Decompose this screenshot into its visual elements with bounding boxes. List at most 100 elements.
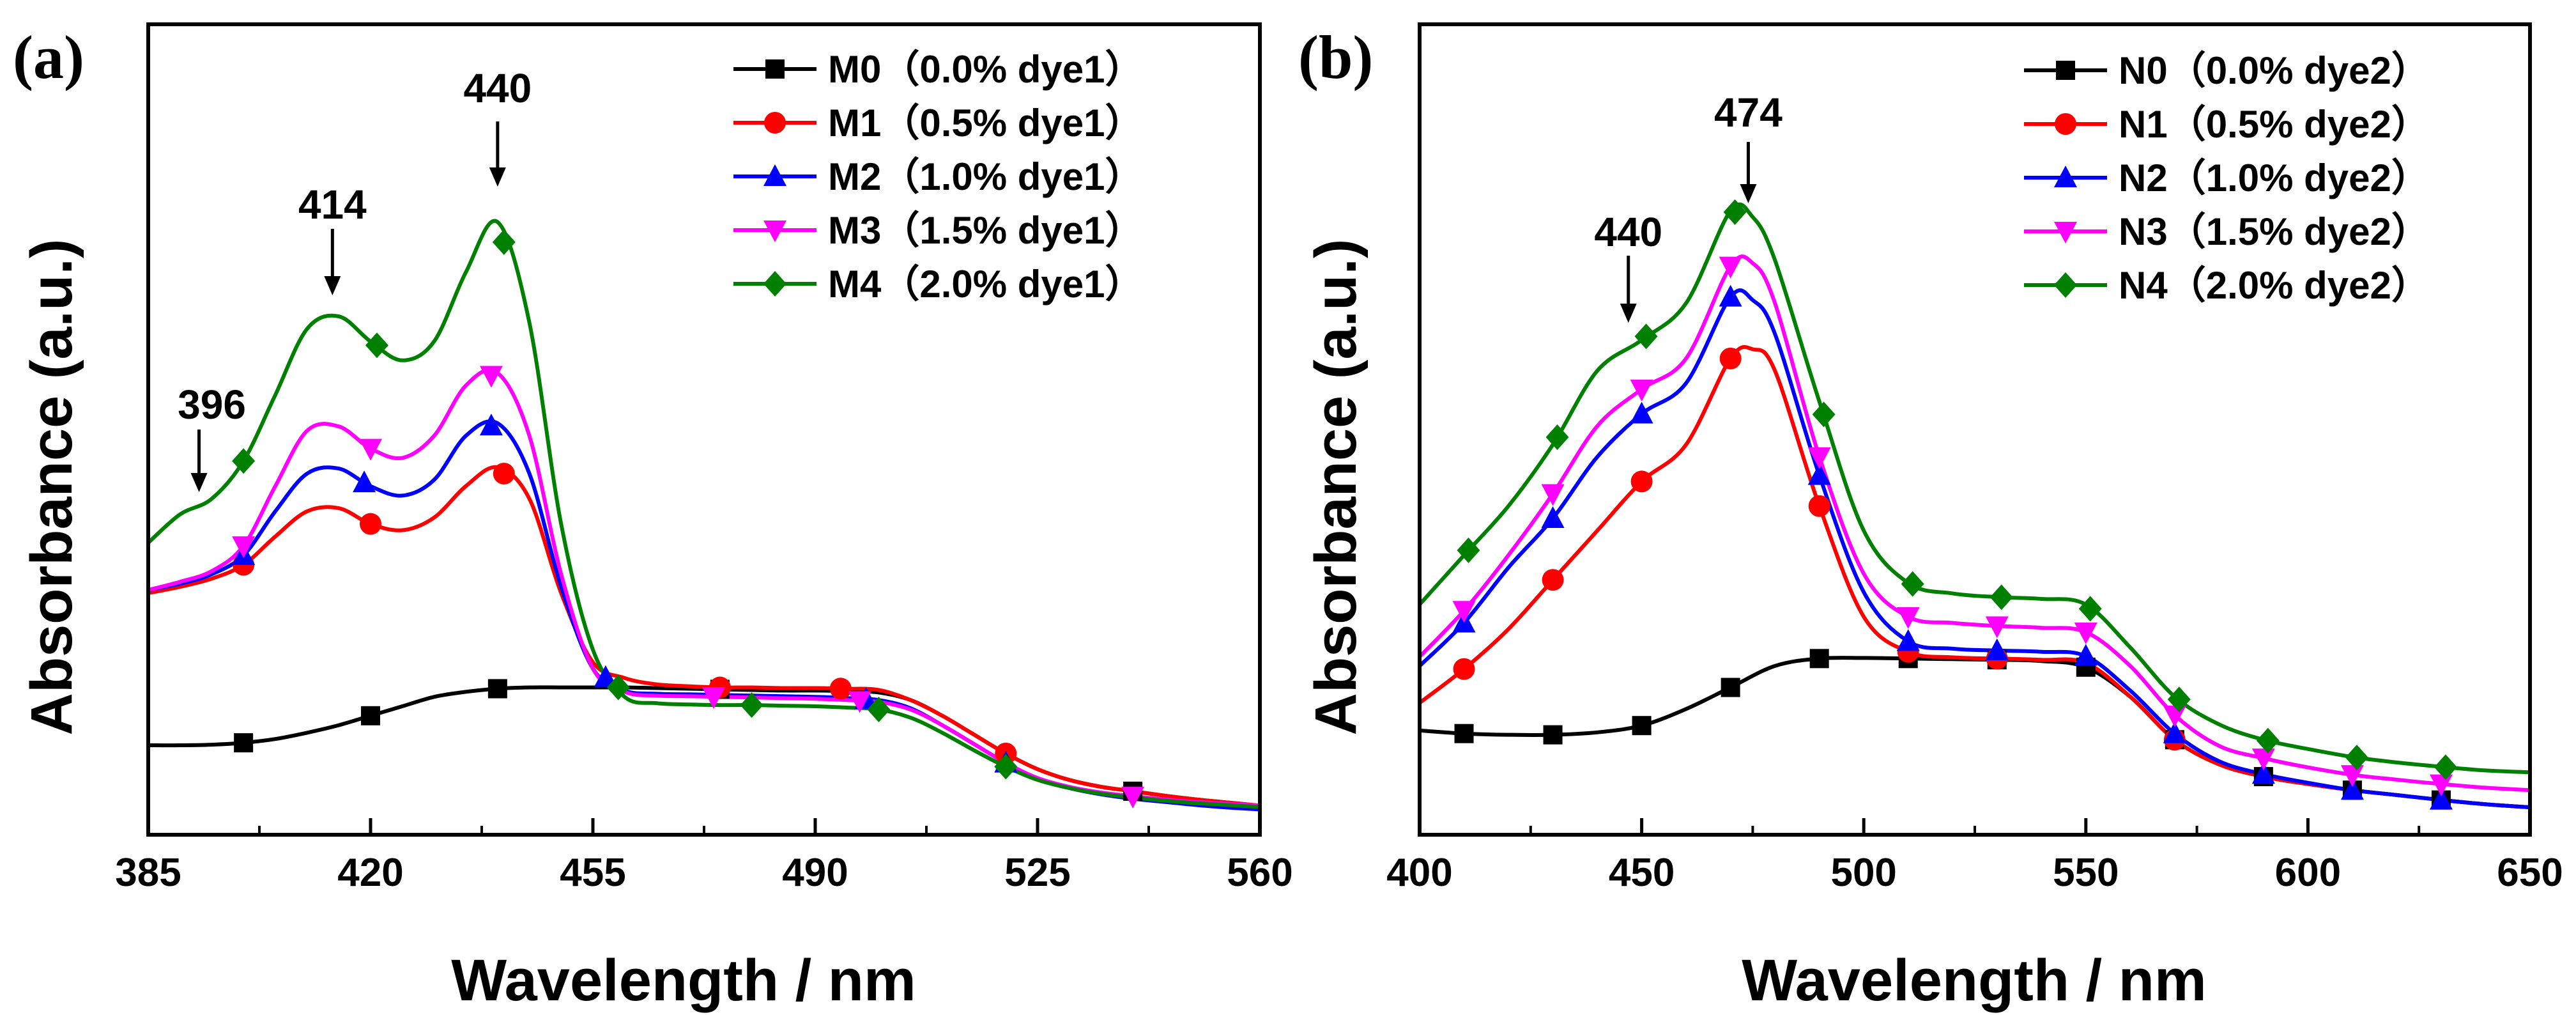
panel-b-legend-label-4: N4（2.0% dye2）	[2119, 264, 2430, 307]
panel-a-legend-label-2: M2（1.0% dye1）	[828, 155, 1144, 198]
panel-b-series-2-line	[1418, 288, 2531, 810]
panel-b-series-4-marker-1	[1545, 424, 1569, 451]
panel-a-xlabel: Wavelength / nm	[451, 948, 916, 1013]
panel-b-legend-label-1: N1（0.5% dye2）	[2119, 103, 2430, 146]
panel-b-legend: N0（0.0% dye2） N1（0.5% dye2） N2（1.0% dye2） N…	[2024, 49, 2430, 307]
panel-b-legend-label-2: N2（1.0% dye2）	[2119, 157, 2430, 199]
panel-a-series-2-marker-3	[594, 665, 617, 687]
panel-a-xtick-label-1: 420	[337, 851, 403, 895]
panel-a-series-3-marker-0	[232, 536, 256, 559]
panel-b-series-3-marker-2	[1630, 379, 1653, 401]
panel-b-series-3-marker-7	[2074, 622, 2097, 644]
panel-b-series-4-marker-10	[2345, 745, 2368, 771]
panel-a-legend-label-3: M3（1.5% dye1）	[828, 209, 1144, 252]
panel-b-series-3-marker-8	[2163, 705, 2186, 727]
panel-b-series-3-marker-5	[1896, 607, 1920, 629]
panel-a-xtick-label-4: 525	[1004, 851, 1070, 895]
panel-a-series-1-marker-1	[360, 513, 381, 535]
panel-b-xtick-label-1: 450	[1609, 851, 1675, 895]
panel-b-series-3-marker-1	[1541, 484, 1565, 506]
panel-b: (b) Absorbance (a.u.) Wavelength / nm 40…	[1298, 22, 2563, 1013]
panel-b-series-4-marker-0	[1457, 538, 1480, 564]
panel-b-series-1-line	[1418, 345, 2531, 810]
panel-b-series-1-marker-3	[1719, 347, 1742, 369]
panel-b-series-3-marker-10	[2340, 765, 2364, 787]
panel-b-series-2-marker-11	[2429, 787, 2453, 810]
panel-a-series-2-marker-2	[479, 414, 503, 436]
panel-b-series-2-marker-2	[1630, 401, 1653, 424]
panel-a-annotation-arrow-head-2	[190, 473, 208, 492]
panel-b-annotations: 474 440	[1594, 89, 1782, 323]
panel-a-legend: M0（0.0% dye1） M1（0.5% dye1） M2（1.0% dye1） M…	[733, 48, 1144, 306]
panel-a-series-1-marker-4	[829, 678, 852, 700]
panel-a-series-4-marker-1	[365, 332, 388, 359]
panel-b-legend-marker-3	[2054, 222, 2077, 244]
panel-b-series-4-marker-11	[2434, 754, 2457, 780]
panel-a-series-4-marker-4	[740, 692, 763, 718]
panel-b-series-2-marker-1	[1541, 506, 1565, 528]
panel-a-xtick-label-0: 385	[115, 851, 181, 895]
panel-b-markers	[1452, 199, 2457, 810]
panel-a-frame	[146, 22, 1262, 837]
panel-a-series-3-marker-1	[359, 438, 382, 461]
panel-b-series-3-marker-9	[2251, 748, 2275, 771]
panel-b-frame	[1418, 22, 2532, 837]
panel-a-series-4-marker-0	[232, 448, 256, 474]
panel-b-xtick-label-5: 650	[2497, 851, 2563, 895]
panel-a-series-3-line	[148, 368, 1261, 808]
panel-b-legend-marker-0	[2056, 61, 2075, 80]
panel-b-legend-marker-1	[2055, 113, 2076, 135]
panel-a-series-3-marker-5	[1121, 786, 1145, 809]
panel-b-series-1-marker-1	[1542, 569, 1564, 591]
panel-b-series-3-line	[1418, 254, 2531, 793]
panel-a-series-4-marker-6	[994, 754, 1018, 780]
panel-b-annotation-arrow-head-0	[1740, 184, 1757, 203]
panel-b-series-1-marker-0	[1453, 658, 1475, 680]
panel-b-series-2-marker-3	[1719, 284, 1742, 307]
panel-a-series-2-line	[148, 419, 1261, 812]
panel-b-xtick-label-4: 600	[2275, 851, 2341, 895]
panel-b-series-2-marker-7	[2074, 644, 2097, 666]
panel-a-series-4-marker-2	[492, 229, 516, 255]
panel-b-series-3-marker-4	[1807, 447, 1831, 469]
panel-a-legend-label-1: M1（0.5% dye1）	[828, 102, 1144, 144]
panel-b-series-0-marker-4	[1809, 649, 1829, 669]
panel-b-series-0-marker-0	[1454, 724, 1474, 743]
panel-a-annotation-0: 440	[463, 65, 532, 111]
panel-a-legend-label-0: M0（0.0% dye1）	[828, 48, 1144, 91]
panel-a-xtick-label-5: 560	[1227, 851, 1292, 895]
panel-b-label: (b)	[1298, 23, 1373, 91]
panel-a-series-0-marker-1	[361, 706, 380, 725]
panel-b-series-4-marker-3	[1723, 199, 1747, 225]
panel-a-series-0-marker-0	[234, 733, 254, 753]
panel-a-legend-marker-2	[763, 164, 786, 186]
panel-a-series-0-marker-2	[487, 679, 507, 699]
panel-a-curves	[146, 219, 1261, 812]
panel-b-series-0-marker-3	[1721, 678, 1740, 697]
panel-a-legend-marker-4	[763, 271, 786, 297]
panel-a-series-4-marker-5	[867, 696, 891, 722]
panel-b-series-4-marker-6	[1989, 584, 2013, 610]
panel-b-xlabel: Wavelength / nm	[1742, 948, 2207, 1013]
panel-b-series-4-marker-7	[2078, 596, 2102, 622]
panel-b-annotation-0: 474	[1714, 89, 1782, 136]
panel-b-series-4-marker-8	[2167, 686, 2191, 713]
panel-a-markers	[232, 229, 1145, 809]
panel-b-series-2-marker-9	[2251, 762, 2275, 784]
panel-a-ylabel: Absorbance (a.u.)	[19, 238, 84, 735]
panel-a-series-1-marker-2	[493, 462, 515, 484]
panel-b-legend-label-0: N0（0.0% dye2）	[2119, 49, 2430, 92]
panel-b-series-2-marker-4	[1807, 463, 1831, 485]
panel-b-series-2-marker-8	[2163, 721, 2186, 743]
panel-b-xtick-label-0: 400	[1386, 851, 1452, 895]
panel-a: (a) Absorbance (a.u.) Wavelength / nm 38…	[13, 22, 1293, 1013]
panel-b-series-4-marker-5	[1901, 571, 1924, 597]
panel-a-legend-marker-3	[763, 221, 786, 242]
panel-a-ticks: 385 420 455 490 525 560	[115, 818, 1293, 895]
panel-a-annotation-arrow-head-1	[324, 276, 341, 295]
panel-b-series-1-marker-2	[1630, 470, 1653, 493]
panel-a-annotation-2: 396	[178, 382, 246, 428]
panel-b-series-3-marker-0	[1452, 601, 1476, 623]
panel-b-annotation-arrow-head-1	[1620, 304, 1637, 323]
panel-b-series-3-marker-11	[2429, 774, 2453, 796]
